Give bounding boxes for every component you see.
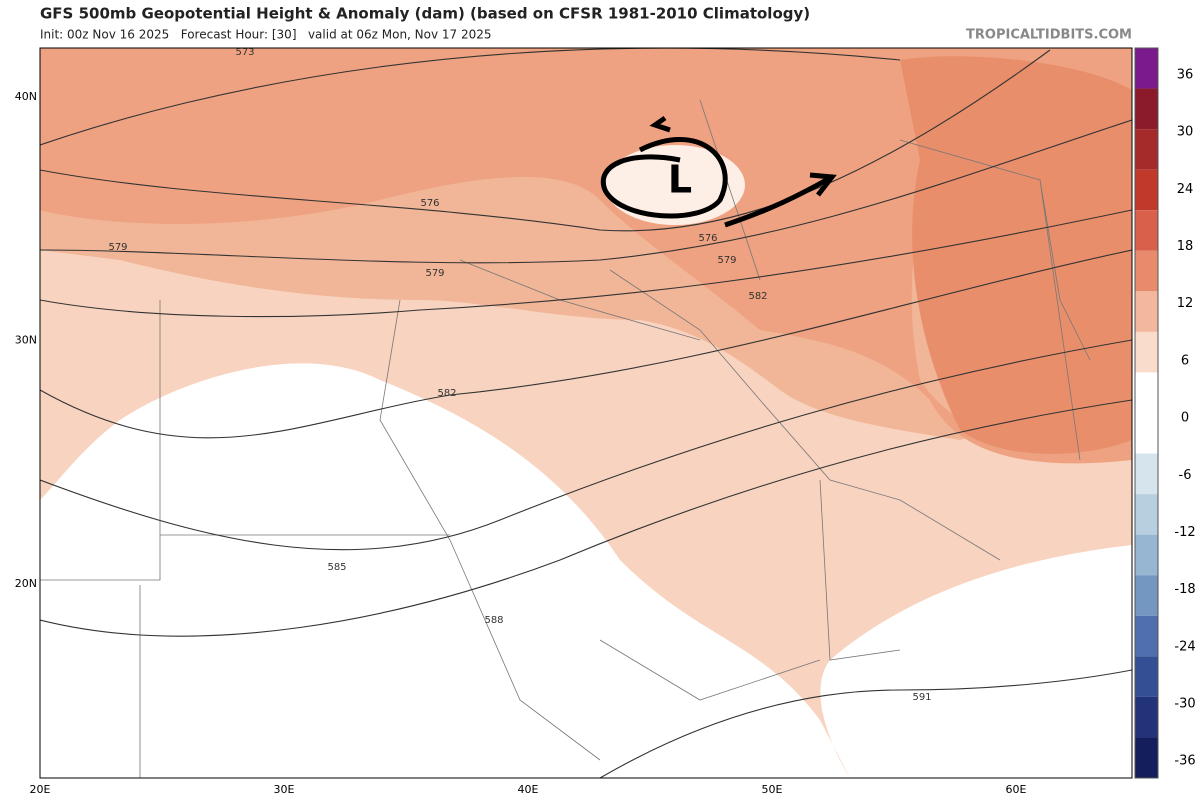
colorbar-swatch [1135,88,1158,130]
contour-label: 576 [698,233,717,244]
annotation-letter: L [668,158,692,202]
colorbar-swatch [1135,129,1158,170]
circle-annotation [600,115,728,219]
contour [40,399,1132,637]
colorbar-label: -6 [1179,468,1192,483]
colorbar-label: -36 [1174,754,1195,769]
contour-label: 582 [437,388,456,399]
contour [40,49,1051,232]
anomaly-strong [40,48,1132,464]
contour [40,249,1132,439]
site-name: TROPICALTIDBITS.COM [966,28,1132,43]
colorbar-label: -18 [1174,582,1195,597]
colorbar-label: 12 [1177,296,1194,311]
colorbar-label: -24 [1174,639,1195,654]
colorbar-swatch [1135,534,1158,576]
colorbar-label: -12 [1174,525,1195,540]
contour [599,669,1132,778]
low-center [605,145,745,225]
arrow-annotation [724,172,837,228]
lon-label: 20E [30,783,51,796]
colorbar-swatch [1135,494,1158,535]
lon-label: 60E [1006,783,1027,796]
colorbar-swatch [1135,737,1158,778]
anomaly-max [900,56,1132,454]
colorbar-frame [1134,47,1159,779]
colorbar-label: 6 [1181,353,1189,368]
lat-label: 40N [15,90,37,103]
colorbar-swatch [1135,413,1158,454]
colorbar-swatch [1135,169,1158,211]
contour-label: 579 [717,255,736,266]
title: GFS 500mb Geopotential Height & Anomaly … [40,5,810,23]
contour-label: 573 [235,47,254,58]
colorbar-swatch [1135,331,1158,373]
subtitle: Init: 00z Nov 16 2025 Forecast Hour: [30… [40,28,492,42]
contour-label: 585 [327,562,346,573]
colorbar-label: -30 [1174,697,1195,712]
contour [40,339,1132,551]
lon-label: 30E [274,783,295,796]
colorbar-label: 36 [1177,68,1194,83]
lat-label: 20N [15,577,37,590]
lon-label: 50E [762,783,783,796]
colorbar-swatch [1135,250,1158,292]
colorbar-swatch [1135,656,1158,697]
colorbar-swatch [1135,453,1158,495]
map-frame [39,47,1133,779]
colorbar-swatch [1135,575,1158,616]
contour [40,48,901,146]
lon-label: 40E [518,783,539,796]
colorbar: 36 30 24 18 12 6 0 -6 -12 -18 -24 -30 -36 [1134,47,1196,779]
colorbar-label: 0 [1181,411,1189,426]
colorbar-label: 30 [1177,125,1194,140]
contour-label: 579 [425,268,444,279]
colorbar-swatch [1135,210,1158,251]
contour [40,119,1132,264]
contour-label: 588 [484,615,503,626]
colorbar-label: 18 [1177,239,1194,254]
lat-label: 30N [15,334,37,347]
contour-label: 576 [420,198,439,209]
colorbar-swatch [1135,696,1158,738]
contour-label: 582 [748,291,767,302]
contour [40,209,1132,318]
contour-label: 579 [108,242,127,253]
contour-label: 591 [912,692,931,703]
colorbar-swatch [1135,48,1158,89]
colorbar-swatch [1135,291,1158,332]
colorbar-label: 24 [1177,182,1194,197]
colorbar-swatch [1135,372,1158,413]
colorbar-swatch [1135,615,1158,657]
